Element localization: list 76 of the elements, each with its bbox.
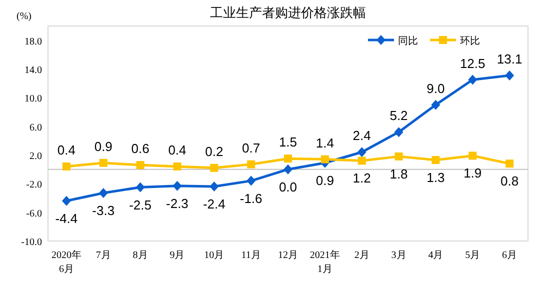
point xyxy=(98,188,108,198)
data-label: 1.4 xyxy=(316,135,334,150)
point xyxy=(284,164,292,174)
data-label: 0.2 xyxy=(205,144,224,159)
x-tick-label: 9月 xyxy=(170,250,185,261)
x-tick-label: 11月 xyxy=(241,250,261,261)
point xyxy=(136,182,145,192)
point xyxy=(394,127,404,138)
x-tick-label: 3月 xyxy=(391,250,406,261)
data-label: 0.4 xyxy=(57,142,76,158)
point xyxy=(357,147,366,158)
data-label: -2.5 xyxy=(129,197,152,212)
data-label: -2.4 xyxy=(202,196,226,212)
x-tick-label: 12月 xyxy=(278,250,298,261)
legend-label: 同比 xyxy=(398,35,418,47)
y-tick-label: 14.0 xyxy=(24,65,42,76)
x-tick-label: 8月 xyxy=(132,250,148,261)
point xyxy=(320,155,329,164)
point xyxy=(136,161,144,170)
point xyxy=(394,152,403,160)
y-tick-label: 2.0 xyxy=(30,151,42,162)
point xyxy=(506,160,514,168)
data-label: -1.6 xyxy=(240,190,262,206)
chart-title: 工业生产者购进价格涨跌幅 xyxy=(210,5,366,20)
y-tick-label: 10.0 xyxy=(24,94,42,105)
x-tick-label: 4月 xyxy=(428,250,444,261)
data-label: 9.0 xyxy=(426,80,445,96)
point xyxy=(284,154,292,163)
point xyxy=(62,162,70,170)
data-label: 1.3 xyxy=(426,170,445,186)
y-tick-label: -2.0 xyxy=(26,180,42,191)
y-tick-label: 18.0 xyxy=(24,36,42,48)
x-tick-label: 5月 xyxy=(465,250,480,261)
data-label: 0.0 xyxy=(278,179,298,194)
data-label: 1.9 xyxy=(464,166,482,181)
point xyxy=(468,152,477,160)
x-tick-label: 7月 xyxy=(96,250,111,261)
point xyxy=(505,70,514,80)
point xyxy=(99,158,108,167)
point xyxy=(62,196,71,206)
point xyxy=(173,162,182,170)
data-label: 1.5 xyxy=(278,134,298,150)
point xyxy=(432,156,440,164)
point xyxy=(172,180,182,191)
data-label: 5.2 xyxy=(390,108,408,124)
x-tick-label: 2月 xyxy=(354,250,370,261)
data-label: 0.8 xyxy=(500,174,519,189)
data-label: 1.8 xyxy=(390,166,408,182)
data-label: 0.9 xyxy=(94,138,112,154)
data-label: 2.4 xyxy=(352,128,371,144)
point xyxy=(431,100,440,110)
data-label: -3.3 xyxy=(92,202,115,218)
point xyxy=(247,160,256,168)
data-label: 1.2 xyxy=(352,170,371,186)
y-tick-label: -6.0 xyxy=(26,208,42,220)
data-label: 0.7 xyxy=(242,140,260,156)
legend-label: 环比 xyxy=(460,35,480,47)
point xyxy=(358,156,366,165)
x-tick-label: 2020年 6月 xyxy=(51,249,82,275)
y-tick-label: 6.0 xyxy=(30,122,42,134)
data-label: 0.9 xyxy=(316,172,334,188)
data-label: 13.1 xyxy=(496,51,522,66)
data-label: -4.4 xyxy=(55,210,78,226)
data-label: 0.4 xyxy=(168,142,186,158)
point xyxy=(210,182,219,192)
data-label: 0.6 xyxy=(131,141,150,156)
data-label: 12.5 xyxy=(460,56,486,71)
x-tick-label: 10月 xyxy=(204,250,224,261)
point xyxy=(246,176,256,186)
y-tick-label: -10.0 xyxy=(21,237,42,248)
x-tick-label: 6月 xyxy=(502,250,518,261)
data-label: -2.3 xyxy=(166,196,188,211)
y-axis-title: (%) xyxy=(16,11,32,22)
x-tick-label: 2021年 1月 xyxy=(310,249,340,275)
point xyxy=(468,74,478,85)
point xyxy=(210,164,218,172)
